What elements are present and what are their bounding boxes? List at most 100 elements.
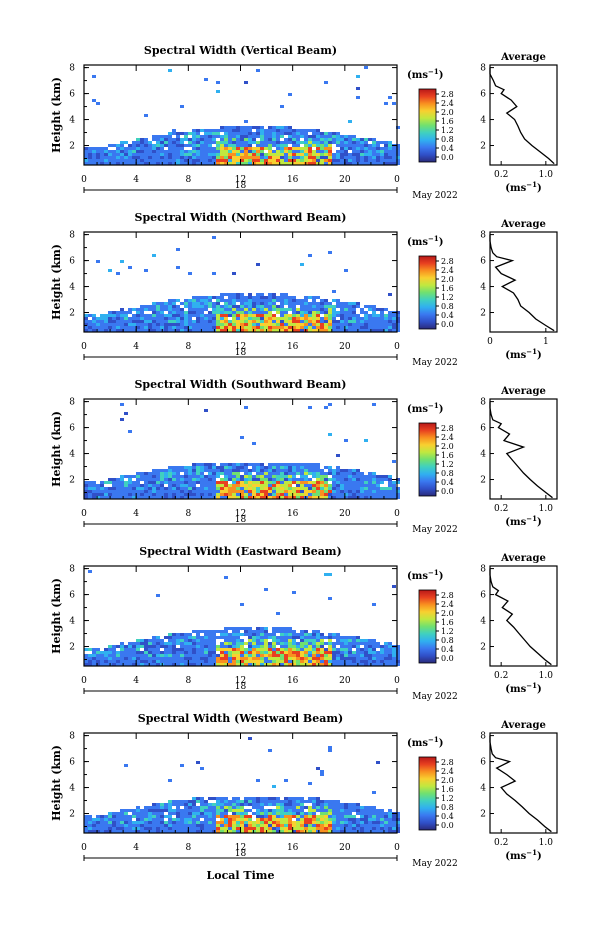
heatmap-cell: [304, 639, 308, 642]
heatmap-cell: [300, 311, 304, 314]
heatmap-cell: [260, 630, 264, 633]
heatmap-cell: [308, 311, 312, 314]
heatmap-cell: [340, 654, 344, 657]
heatmap-cell: [96, 490, 100, 493]
heatmap-cell: [328, 326, 332, 329]
heatmap-cell: [176, 487, 180, 490]
heatmap-cell: [204, 824, 208, 827]
heatmap-cell: [248, 153, 252, 156]
heatmap-cell: [232, 293, 236, 296]
heatmap-cell: [204, 296, 208, 299]
heatmap-cell: [152, 493, 156, 496]
heatmap-cell: [216, 162, 220, 165]
heatmap-cell: [276, 812, 280, 815]
heatmap-cell: [296, 481, 300, 484]
heatmap-cell: [144, 138, 148, 141]
heatmap-cell: [184, 639, 188, 642]
heatmap-cell: [180, 138, 184, 141]
heatmap-cell: [252, 630, 256, 633]
heatmap-cell: [156, 496, 160, 499]
heatmap-cell: [288, 147, 292, 150]
heatmap-cell: [236, 627, 240, 630]
heatmap-cell: [236, 132, 240, 135]
heatmap-cell: [292, 827, 296, 830]
heatmap-cell: [292, 660, 296, 663]
heatmap-cell: [328, 162, 332, 165]
heatmap-cell: [256, 308, 260, 311]
heatmap-cell: [364, 162, 368, 165]
heatmap-cell: [156, 141, 160, 144]
heatmap-cell: [360, 815, 364, 818]
heatmap-cell: [252, 642, 256, 645]
heatmap-cell: [168, 660, 172, 663]
heatmap-cell: [112, 815, 116, 818]
heatmap-cell: [304, 138, 308, 141]
heatmap-cell: [152, 311, 156, 314]
heatmap-cell: [96, 162, 100, 165]
heatmap-cell: [288, 818, 292, 821]
heatmap-cell: [308, 815, 312, 818]
heatmap-cell: [244, 329, 248, 332]
heatmap-cell: [356, 314, 360, 317]
heatmap-cell: [348, 648, 352, 651]
heatmap-cell: [284, 299, 288, 302]
heatmap-cell: [296, 490, 300, 493]
heatmap-cell: [220, 818, 224, 821]
x-axis-label: Local Time: [207, 869, 275, 882]
heatmap-cell: [216, 469, 220, 472]
colorbar-tick-label: 1.6: [441, 785, 454, 794]
heatmap-cell: [288, 314, 292, 317]
heatmap-cell: [260, 803, 264, 806]
heatmap-cell: [92, 663, 96, 666]
heatmap-cell: [168, 663, 172, 666]
heatmap-cell: [192, 159, 196, 162]
heatmap-cell: [372, 639, 376, 642]
heatmap-cell: [364, 475, 368, 478]
heatmap-cell: [284, 630, 288, 633]
heatmap-cell: [200, 141, 204, 144]
heatmap-cell: [244, 487, 248, 490]
heatmap-cell: [272, 809, 276, 812]
heatmap-cell: [304, 636, 308, 639]
heatmap-cell: [328, 803, 332, 806]
heatmap-cell: [248, 818, 252, 821]
heatmap-cell: [100, 323, 104, 326]
heatmap-cell: [328, 657, 332, 660]
heatmap-cell: [204, 827, 208, 830]
heatmap-cell: [284, 311, 288, 314]
heatmap-cell: [316, 818, 320, 821]
heatmap-cell: [156, 648, 160, 651]
heatmap-cell: [344, 639, 348, 642]
heatmap-cell: [248, 147, 252, 150]
heatmap-cell: [320, 645, 324, 648]
heatmap-cell: [160, 803, 164, 806]
heatmap-cell: [312, 642, 316, 645]
heatmap-cell: [336, 138, 340, 141]
heatmap-cell: [344, 269, 348, 272]
heatmap-cell: [304, 821, 308, 824]
heatmap-cell: [228, 305, 232, 308]
heatmap-cell: [204, 642, 208, 645]
heatmap-cell: [156, 660, 160, 663]
heatmap-cell: [308, 135, 312, 138]
heatmap-cell: [192, 484, 196, 487]
heatmap-cell: [216, 153, 220, 156]
heatmap-cell: [232, 311, 236, 314]
heatmap-cell: [144, 162, 148, 165]
heatmap-cell: [200, 159, 204, 162]
heatmap-cell: [352, 144, 356, 147]
x-tick-label: 8: [185, 509, 191, 519]
heatmap-cell: [312, 162, 316, 165]
heatmap-cell: [192, 156, 196, 159]
heatmap-cell: [256, 162, 260, 165]
heatmap-cell: [200, 654, 204, 657]
heatmap-cell: [184, 314, 188, 317]
heatmap-cell: [232, 633, 236, 636]
heatmap-cell: [276, 496, 280, 499]
heatmap-cell: [136, 663, 140, 666]
heatmap-cell: [120, 326, 124, 329]
heatmap-cell: [224, 824, 228, 827]
heatmap-cell: [100, 824, 104, 827]
heatmap-cell: [360, 156, 364, 159]
heatmap-cell: [164, 475, 168, 478]
